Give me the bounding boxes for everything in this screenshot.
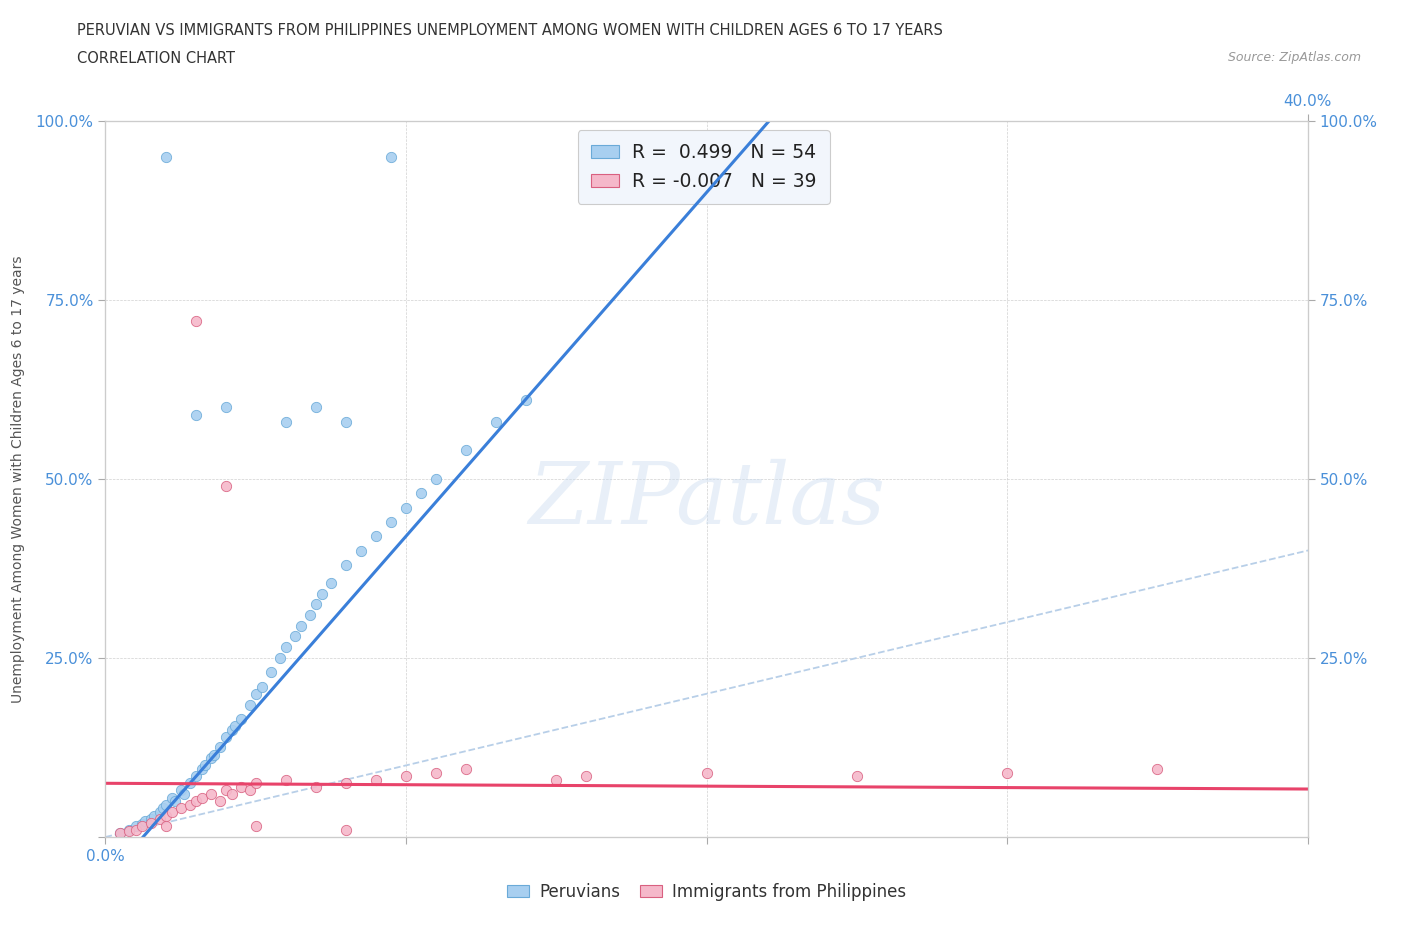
Text: CORRELATION CHART: CORRELATION CHART [77,51,235,66]
Point [380,514,402,529]
Point [155,150,177,165]
Point [184,794,207,809]
Point [274,640,297,655]
Point [194,758,217,773]
Text: ZIPatlas: ZIPatlas [527,459,886,542]
Point [124,818,146,833]
Point [305,400,328,415]
Text: PERUVIAN VS IMMIGRANTS FROM PHILIPPINES UNEMPLOYMENT AMONG WOMEN WITH CHILDREN A: PERUVIAN VS IMMIGRANTS FROM PHILIPPINES … [77,23,943,38]
Point [155,818,177,833]
Point [274,414,297,429]
Point [131,817,153,831]
Point [229,711,252,726]
Point [131,818,153,833]
Point [169,783,191,798]
Point [163,794,186,809]
Point [298,607,321,622]
Point [260,665,283,680]
Point [515,392,537,407]
Point [134,814,156,829]
Point [179,776,201,790]
Point [575,769,598,784]
Point [214,400,236,415]
Point [110,826,132,841]
Point [148,804,170,819]
Point [190,790,212,805]
Y-axis label: Unemployment Among Women with Children Ages 6 to 17 years: Unemployment Among Women with Children A… [10,255,24,703]
Point [169,801,191,816]
Point [239,698,262,712]
Point [350,543,373,558]
Point [160,790,183,805]
Point [200,751,222,765]
Point [160,804,183,819]
Point [139,812,162,827]
Point [152,801,174,816]
Point [380,150,402,165]
Point [208,740,231,755]
Point [274,772,297,787]
Point [250,679,273,694]
Point [155,797,177,812]
Point [425,472,447,486]
Point [454,762,477,777]
Text: Source: ZipAtlas.com: Source: ZipAtlas.com [1227,51,1361,64]
Point [364,529,387,544]
Point [221,787,243,802]
Point [214,729,236,744]
Point [335,414,357,429]
Point [485,414,508,429]
Point [239,783,262,798]
Point [148,812,170,827]
Point [305,597,328,612]
Point [454,443,477,458]
Point [284,629,307,644]
Point [229,779,252,794]
Point [245,776,267,790]
Point [335,776,357,790]
Point [221,722,243,737]
Point [202,747,225,762]
Point [224,719,246,734]
Point [269,651,291,666]
Point [425,765,447,780]
Point [124,822,146,837]
Point [245,686,267,701]
Point [184,407,207,422]
Point [546,772,568,787]
Point [184,314,207,329]
Point [200,787,222,802]
Legend: Peruvians, Immigrants from Philippines: Peruvians, Immigrants from Philippines [501,876,912,908]
Point [155,808,177,823]
Point [395,500,418,515]
Point [118,822,141,837]
Point [214,783,236,798]
Point [184,769,207,784]
Point [409,485,432,500]
Point [319,576,342,591]
Point [290,618,312,633]
Point [311,586,333,601]
Point [395,769,418,784]
Point [173,787,195,802]
Point [142,808,165,823]
Point [245,818,267,833]
Point [364,772,387,787]
Point [305,779,328,794]
Point [696,765,718,780]
Point [110,826,132,841]
Point [190,762,212,777]
Point [118,824,141,839]
Point [845,769,868,784]
Point [179,797,201,812]
Point [214,479,236,494]
Point [995,765,1018,780]
Point [139,816,162,830]
Point [335,557,357,572]
Point [208,794,231,809]
Point [1146,762,1168,777]
Point [335,822,357,837]
